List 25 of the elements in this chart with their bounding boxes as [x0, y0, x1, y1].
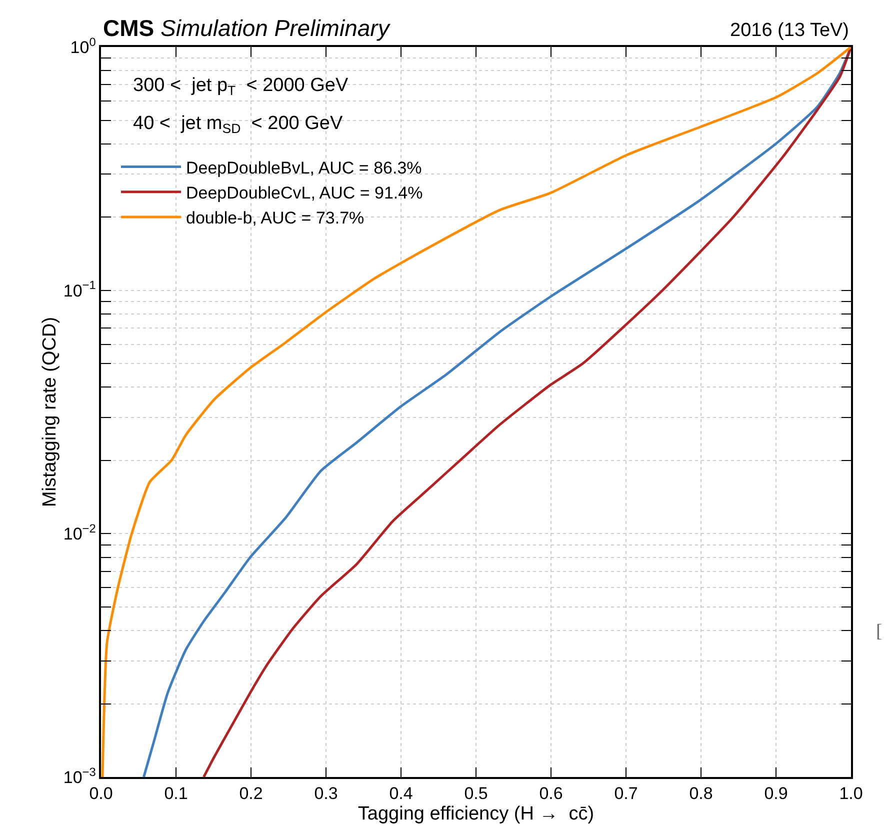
x-tick-label: 0.3 [314, 784, 338, 804]
annotation: 40 < jet m$_{SD}$ < 200 GeV [133, 113, 343, 136]
x-tick-label: 0.4 [389, 784, 413, 804]
chart-subtitle: 2016 (13 TeV) [730, 20, 850, 41]
annotation: 300 < jet p$_{T}$ < 2000 GeV [133, 75, 348, 98]
x-tick-label: 0.9 [764, 784, 788, 804]
x-tick-label: 0.0 [89, 784, 113, 804]
legend-label: DeepDoubleBvL, AUC = 86.3% [186, 158, 422, 178]
y-tick-label: 10$^{0}$ [70, 34, 96, 57]
y-tick-label: 10$^{−3}$ [63, 764, 96, 787]
x-tick-label: 0.8 [689, 784, 713, 804]
legend-label: DeepDoubleCvL, AUC = 91.4% [186, 183, 423, 202]
y-tick-label: 10$^{−1}$ [63, 278, 96, 300]
x-tick-label: 0.7 [614, 784, 638, 804]
x-tick-label: 0.1 [164, 784, 188, 804]
x-tick-label: 0.6 [539, 784, 563, 804]
y-tick-label: 10$^{−2}$ [63, 521, 96, 544]
x-tick-label: 0.5 [464, 784, 488, 804]
y-axis-title: Mistagging rate (QCD) [40, 316, 61, 508]
x-tick-label: 0.2 [239, 784, 263, 804]
legend-label: double-b, AUC = 73.7% [186, 208, 364, 228]
x-tick-label: 1.0 [839, 784, 863, 804]
x-axis-title: Tagging efficiency (H → cc̄) [358, 803, 594, 824]
chart-title: CMS Simulation Preliminary [103, 15, 391, 41]
text: [ [876, 621, 882, 642]
